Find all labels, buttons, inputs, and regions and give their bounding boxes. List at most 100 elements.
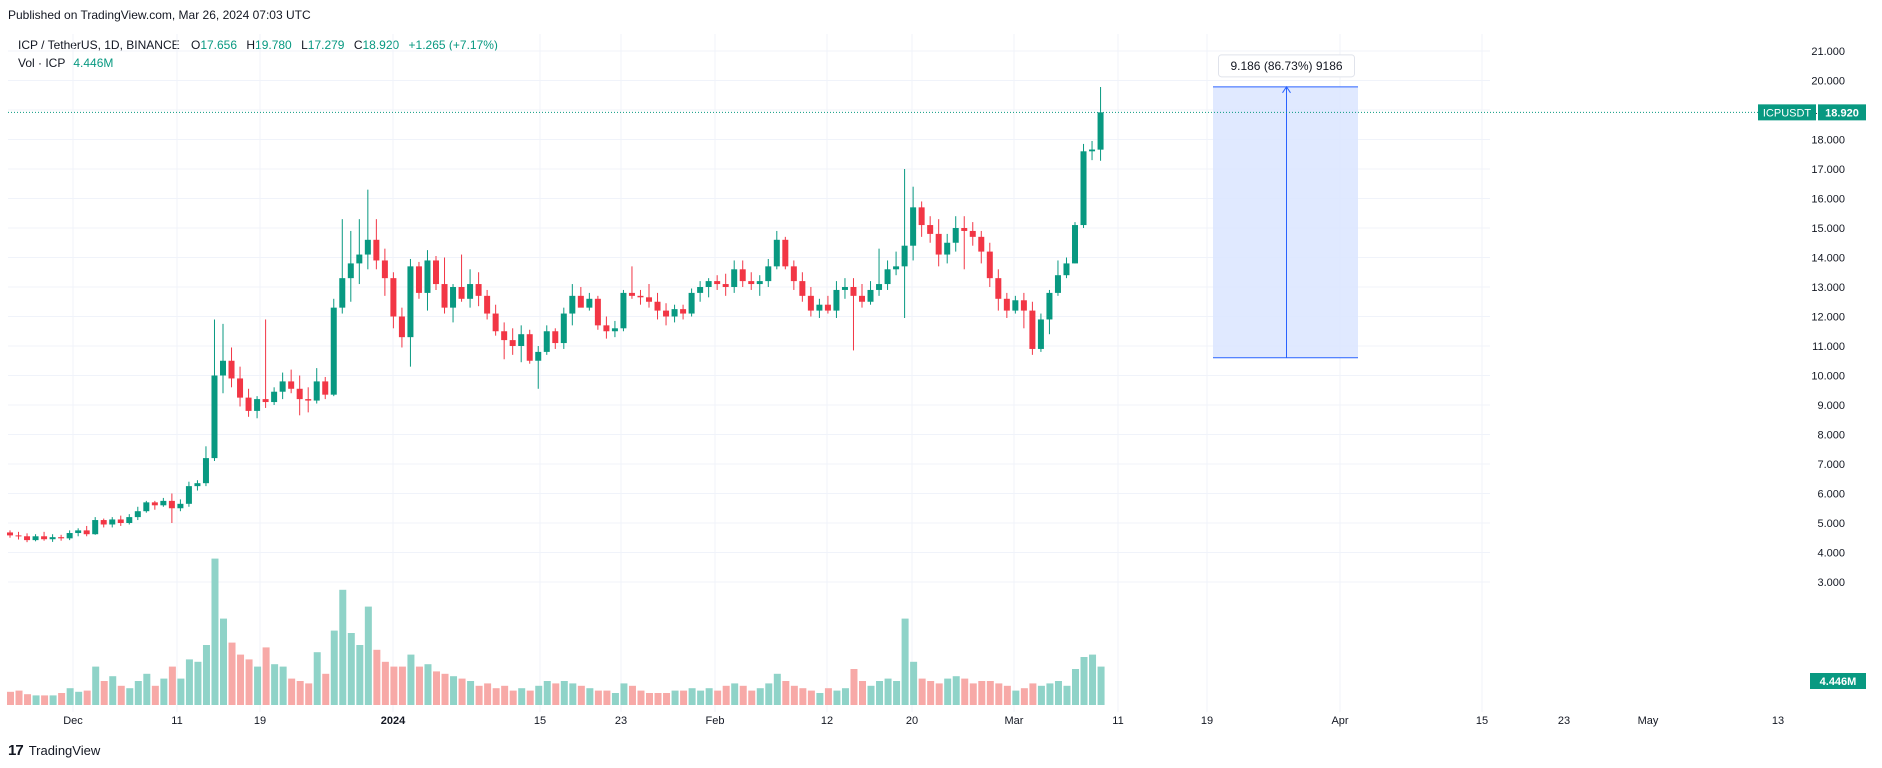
- candle-body: [202, 458, 209, 484]
- symbol-label: ICP / TetherUS, 1D, BINANCE: [18, 38, 180, 52]
- candle-body: [526, 334, 533, 361]
- volume-bar: [202, 645, 210, 705]
- volume-bar: [364, 606, 372, 705]
- candle: [398, 307, 405, 348]
- candle-body: [654, 301, 661, 311]
- candle: [211, 319, 218, 462]
- volume-bar: [228, 642, 236, 705]
- candle-body: [850, 287, 857, 296]
- candle-body: [807, 295, 814, 311]
- volume-bar: [390, 666, 398, 705]
- candle-body: [262, 399, 269, 403]
- candle: [893, 251, 900, 276]
- candle-body: [748, 281, 755, 285]
- candle-body: [347, 263, 354, 279]
- candle: [1072, 222, 1078, 264]
- candle-body: [535, 351, 542, 361]
- candle: [671, 304, 678, 323]
- volume-bar: [126, 688, 134, 705]
- candle: [450, 284, 457, 323]
- volume-bar: [237, 654, 245, 705]
- volume-bar: [254, 666, 262, 705]
- volume-bar: [15, 690, 23, 705]
- tradingview-logo[interactable]: 17 TradingView: [8, 742, 100, 759]
- candle-body: [594, 298, 601, 326]
- candle-body: [1097, 112, 1104, 150]
- candle-body: [952, 228, 959, 243]
- candle-body: [32, 536, 39, 541]
- candle: [714, 275, 721, 290]
- candle-body: [680, 309, 687, 314]
- volume-bar: [935, 683, 943, 705]
- y-tick-label: 6.000: [1817, 489, 1845, 501]
- y-tick-label: 21.000: [1811, 46, 1845, 58]
- candle: [961, 216, 968, 270]
- candlesticks: [7, 86, 1104, 543]
- candle: [722, 273, 729, 296]
- candle-body: [194, 483, 201, 487]
- candle: [288, 369, 295, 394]
- candle: [654, 292, 661, 320]
- candle-body: [1080, 151, 1087, 226]
- volume-bar: [373, 649, 381, 705]
- volume-bar: [594, 690, 602, 705]
- volume-bar: [978, 681, 986, 705]
- candle: [501, 322, 508, 360]
- candle-body: [765, 266, 772, 282]
- volume-bar: [32, 695, 40, 705]
- volume-badge-bg: [1810, 673, 1866, 689]
- volume-bar: [1063, 685, 1071, 705]
- volume-bar: [1072, 669, 1079, 705]
- volume-bar: [262, 647, 270, 705]
- volume-row: Vol · ICP 4.446M: [18, 54, 498, 72]
- volume-bar: [49, 695, 57, 705]
- open-key: O: [190, 38, 201, 52]
- volume-bar: [586, 688, 594, 705]
- x-tick-label: 23: [615, 715, 627, 727]
- candle-body: [1063, 263, 1070, 276]
- volume-bar: [245, 659, 253, 705]
- candle: [109, 517, 116, 528]
- candle: [944, 233, 951, 264]
- volume-badge-text: 4.446M: [1820, 676, 1857, 688]
- candle: [756, 275, 763, 296]
- candle-body: [978, 236, 985, 252]
- candle: [1037, 313, 1044, 352]
- candle-body: [151, 502, 158, 506]
- candle: [526, 329, 533, 364]
- candle-body: [484, 295, 491, 314]
- candle: [356, 219, 363, 285]
- volume-bar: [288, 678, 296, 705]
- volume-bar: [305, 683, 313, 705]
- candle-body: [501, 331, 508, 341]
- candle: [373, 219, 380, 270]
- ohlc-row: ICP / TetherUS, 1D, BINANCE O17.656 H19.…: [18, 36, 498, 54]
- candle-body: [663, 310, 670, 317]
- volume-bar: [1037, 685, 1045, 705]
- candle: [603, 316, 610, 339]
- volume-bar: [433, 671, 440, 705]
- volume-bar: [322, 673, 330, 705]
- candle: [7, 530, 13, 538]
- volume-bar: [986, 681, 994, 705]
- candle: [1097, 86, 1104, 161]
- volume-bar: [884, 678, 892, 705]
- candle: [850, 278, 857, 351]
- volume-bar: [1054, 681, 1062, 705]
- candle-body: [799, 281, 806, 296]
- candle-body: [271, 391, 278, 403]
- candle: [433, 256, 439, 290]
- volume-bar: [603, 690, 611, 705]
- candle-body: [1054, 275, 1061, 293]
- candle-body: [867, 289, 874, 302]
- candle-body: [75, 530, 82, 534]
- volume-bar: [773, 673, 781, 705]
- candle: [262, 319, 269, 408]
- candle: [475, 272, 482, 307]
- volume-bar: [680, 690, 688, 705]
- candle: [228, 347, 235, 388]
- candle-body: [415, 266, 422, 293]
- candle: [458, 254, 465, 302]
- y-tick-label: 11.000: [1812, 341, 1845, 353]
